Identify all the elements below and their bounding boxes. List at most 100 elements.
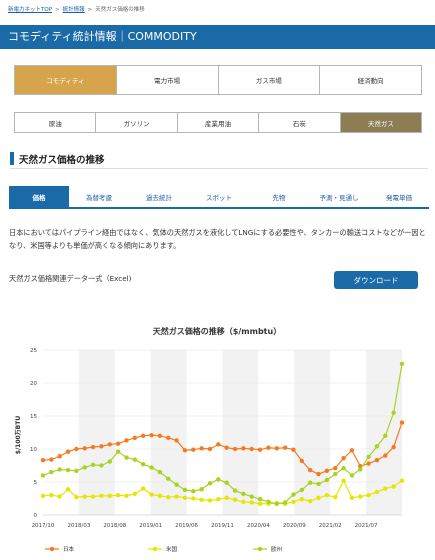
data-point [49, 457, 54, 462]
section-title: 天然ガス価格の推移 [19, 155, 105, 166]
data-point [316, 471, 321, 477]
data-point [307, 467, 313, 473]
data-point [90, 462, 96, 468]
data-point [282, 445, 288, 450]
x-tick-label: 2019/01 [139, 523, 162, 529]
data-point [140, 486, 146, 491]
data-point [140, 461, 146, 467]
subtab-gasoline[interactable]: ガソリン [96, 113, 178, 132]
data-point [249, 494, 254, 499]
data-point [232, 488, 238, 493]
data-point [115, 493, 121, 498]
data-point [107, 442, 112, 447]
chart-y-axis-label: $/100万BTU [15, 416, 22, 455]
subtab-natural-gas[interactable]: 天然ガス [340, 113, 422, 132]
data-point [149, 465, 154, 470]
breadcrumb: 新電力ネットTOP > 統計情報 > 天然ガス価格の推移 [8, 5, 145, 13]
tab-exchange-rate[interactable]: 為替考慮 [69, 186, 129, 207]
tab-power-market[interactable]: 電力市場 [116, 66, 219, 94]
download-button[interactable]: ダウンロード [334, 271, 418, 289]
info-tabs: 価格 為替考慮 過去統計 スポット 先物 予測・見通し 発電単価 [9, 186, 429, 209]
tab-futures[interactable]: 先物 [249, 186, 309, 207]
data-point [107, 459, 112, 464]
data-point [90, 494, 96, 499]
subtab-coal[interactable]: 石炭 [259, 113, 341, 132]
data-point [207, 446, 213, 452]
tab-price[interactable]: 価格 [9, 186, 69, 207]
tab-economy[interactable]: 経済動向 [320, 66, 421, 94]
data-point [299, 496, 305, 502]
data-point [257, 496, 263, 502]
data-point [333, 494, 338, 500]
x-tick-label: 2018/03 [67, 523, 90, 529]
data-point [82, 465, 87, 470]
data-point [224, 495, 229, 501]
data-point [216, 496, 221, 502]
breadcrumb-link-top[interactable]: 新電力ネットTOP [8, 7, 53, 13]
data-point [65, 449, 71, 454]
legend-label: 日本 [63, 545, 75, 553]
price-chart: 天然ガス価格の推移（$/mmbtu） 0 5 10 15 20 25 2017/10 201… [0, 315, 435, 560]
tab-gas-market[interactable]: ガス市場 [218, 66, 321, 94]
data-point [49, 469, 54, 475]
data-point [107, 493, 112, 499]
breadcrumb-link-stats[interactable]: 統計情報 [62, 7, 85, 13]
data-point [374, 444, 380, 449]
tab-spot[interactable]: スポット [189, 186, 249, 207]
data-point [40, 473, 46, 478]
data-point [241, 499, 246, 504]
data-point [174, 438, 179, 443]
legend-marker [49, 546, 55, 552]
data-point [274, 501, 279, 506]
data-point [399, 361, 405, 367]
data-point [358, 467, 363, 472]
y-tick-label: 5 [34, 480, 38, 486]
data-point [199, 497, 204, 503]
data-point [333, 471, 338, 477]
data-point [82, 494, 87, 499]
tab-forecast[interactable]: 予測・見通し [309, 186, 369, 207]
data-point [132, 457, 138, 462]
chart-band [294, 350, 331, 515]
legend-label: 欧州 [271, 545, 282, 553]
data-point [99, 463, 104, 468]
data-point [241, 446, 246, 451]
data-point [124, 455, 129, 460]
description-text: 日本においてはパイプライン経由ではなく、気体の天然ガスを液化してLNGにする必要… [9, 228, 426, 250]
data-point [299, 487, 305, 493]
data-point [74, 446, 79, 452]
data-point [349, 473, 355, 478]
legend-label: 米国 [166, 545, 178, 553]
data-point [266, 445, 271, 450]
data-point [216, 442, 221, 447]
data-point [257, 447, 263, 452]
data-point [257, 501, 263, 506]
data-point [149, 432, 154, 438]
tab-commodity[interactable]: コモディティ [15, 66, 117, 94]
data-point [157, 433, 163, 438]
data-point [383, 486, 388, 491]
data-point [366, 454, 371, 460]
data-point [399, 478, 405, 483]
data-point [149, 492, 154, 497]
x-tick-label: 2019/11 [211, 523, 234, 529]
data-point [199, 446, 204, 451]
data-point [349, 448, 355, 453]
data-point [383, 433, 388, 438]
page-title: コモディティ統計情報｜COMMODITY [0, 25, 435, 49]
x-tick-label: 2018/08 [103, 523, 126, 529]
tab-generation-cost[interactable]: 発電単価 [369, 186, 429, 207]
x-tick-label: 2020/09 [283, 523, 306, 529]
data-point [174, 482, 179, 487]
subtab-crude-oil[interactable]: 原油 [15, 113, 97, 132]
subtab-industrial-oil[interactable]: 産業用油 [177, 113, 260, 132]
x-tick-label: 2021/02 [319, 523, 342, 529]
chart-bands [78, 350, 402, 515]
legend-marker [257, 546, 263, 552]
data-point [132, 435, 138, 440]
data-point [166, 494, 171, 500]
tab-past-stats[interactable]: 過去統計 [129, 186, 189, 207]
data-point [57, 494, 62, 499]
data-point [182, 495, 188, 501]
data-point [115, 449, 121, 454]
